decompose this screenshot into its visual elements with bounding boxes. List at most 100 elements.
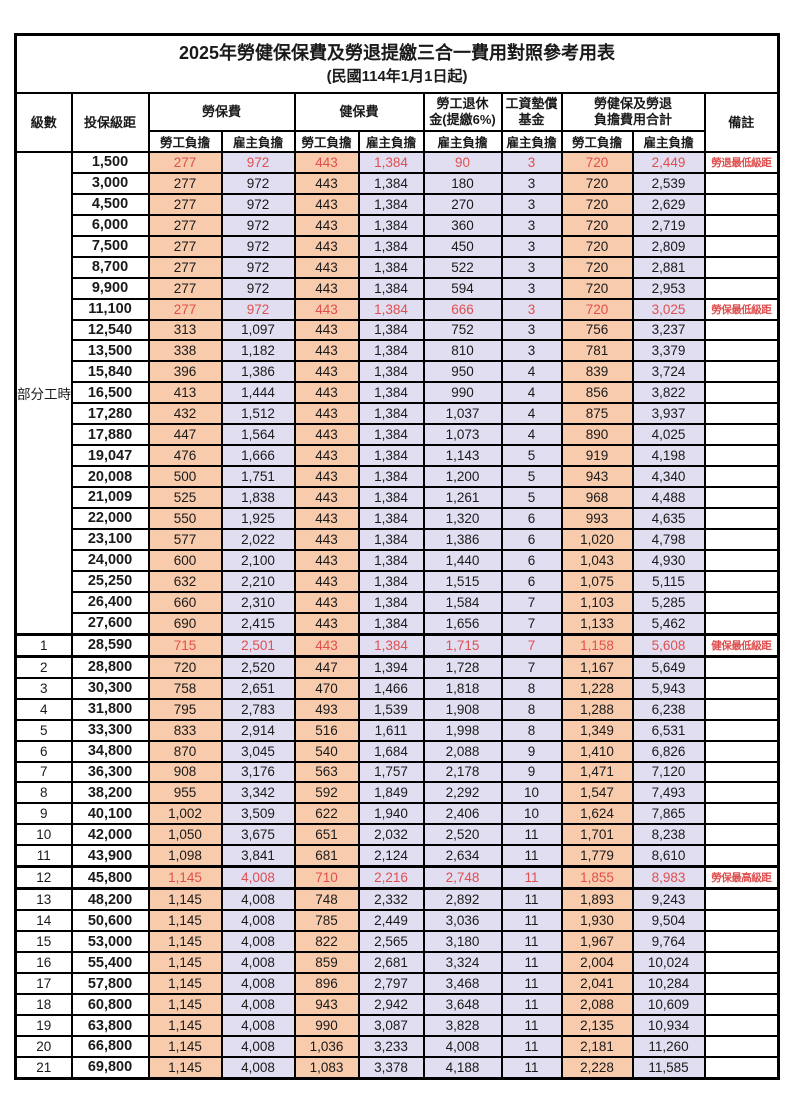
value-cell-labor-employee: 1,002 [147,802,223,826]
value-cell-labor-employer: 4,008 [220,1014,296,1037]
salary-bracket-cell: 69,800 [70,1055,150,1080]
value-cell-labor-employer: 972 [220,192,296,216]
table-row: 20,008 500 1,751 443 1,384 1,200 5 943 4,340 [16,465,780,488]
value-cell-labor-employee: 277 [147,255,223,279]
value-cell-pension-employer: 360 [422,213,503,237]
subheader-labor-employee: 勞工負擔 [147,130,223,153]
premium-reference-table: 2025年勞健保保費及勞退提繳三合一費用對照參考用表 (民國114年1月1日起)… [14,33,781,1080]
value-cell-labor-employee: 833 [147,718,223,742]
value-cell-health-employee: 443 [293,255,360,279]
value-cell-total-employee: 1,471 [560,760,634,784]
value-cell-pension-employer: 2,178 [422,760,503,784]
value-cell-health-employer: 1,757 [357,760,425,784]
value-cell-wage-fund-employer: 3 [500,255,563,279]
value-cell-wage-fund-employer: 7 [500,611,563,636]
value-cell-pension-employer: 4,188 [422,1055,503,1080]
value-cell-health-employer: 1,384 [357,213,425,237]
title-row: 2025年勞健保保費及勞退提繳三合一費用對照參考用表 (民國114年1月1日起) [14,33,780,94]
total-line1: 勞健保及勞退 [593,96,672,111]
value-cell-health-employer: 1,394 [357,655,425,679]
value-cell-pension-employer: 1,715 [422,632,503,658]
value-cell-total-employer: 2,881 [631,255,706,279]
value-cell-labor-employee: 313 [147,318,223,342]
value-cell-labor-employee: 758 [147,676,223,700]
value-cell-pension-employer: 3,648 [422,993,503,1017]
salary-bracket-cell: 43,900 [70,844,150,868]
value-cell-labor-employer: 3,509 [220,802,296,826]
remark-cell: 勞保最低級距 [703,297,780,321]
value-cell-labor-employer: 1,386 [220,360,296,384]
remark-cell [703,1035,780,1058]
value-cell-health-employer: 2,124 [357,844,425,868]
value-cell-total-employee: 720 [560,255,634,279]
level-cell: 13 [14,887,73,912]
value-cell-total-employee: 1,167 [560,655,634,679]
value-cell-pension-employer: 180 [422,171,503,195]
value-cell-wage-fund-employer: 11 [500,972,563,996]
value-cell-pension-employer: 1,440 [422,548,503,572]
table-row: 24,000 600 2,100 443 1,384 1,440 6 1,043 4,930 [16,548,780,572]
salary-bracket-cell: 11,100 [70,297,150,321]
value-cell-labor-employee: 632 [147,569,223,593]
value-cell-labor-employer: 972 [220,276,296,300]
value-cell-total-employer: 5,462 [631,611,706,636]
value-cell-pension-employer: 1,584 [422,590,503,614]
value-cell-total-employer: 3,937 [631,402,706,426]
salary-bracket-cell: 12,540 [70,318,150,342]
value-cell-health-employer: 1,384 [357,423,425,447]
value-cell-pension-employer: 1,908 [422,697,503,721]
salary-bracket-cell: 9,900 [70,276,150,300]
table-row: 14 50,600 1,145 4,008 785 2,449 3,036 11 1,930 9,… [14,909,780,933]
remark-cell [703,402,780,426]
level-cell: 11 [14,844,73,868]
value-cell-wage-fund-employer: 10 [500,781,563,805]
value-cell-health-employer: 1,384 [357,339,425,363]
value-cell-total-employee: 875 [560,402,634,426]
value-cell-health-employer: 1,384 [357,486,425,509]
value-cell-total-employer: 2,629 [631,192,706,216]
value-cell-total-employer: 2,539 [631,171,706,195]
salary-bracket-cell: 34,800 [70,739,150,763]
salary-bracket-cell: 42,000 [70,823,150,847]
value-cell-health-employee: 443 [293,632,360,658]
remark-cell [703,318,780,342]
salary-bracket-cell: 48,200 [70,887,150,912]
remark-cell [703,1014,780,1037]
table-row: 13 48,200 1,145 4,008 748 2,332 2,892 11 1,893 9,… [14,887,780,912]
level-cell: 6 [14,739,73,763]
remark-cell [703,276,780,300]
value-cell-wage-fund-employer: 11 [500,865,563,891]
value-cell-labor-employer: 2,914 [220,718,296,742]
level-cell-part-time: 部分工時 [14,150,73,636]
value-cell-health-employee: 443 [293,590,360,614]
value-cell-labor-employer: 1,512 [220,402,296,426]
value-cell-total-employer: 3,724 [631,360,706,384]
value-cell-total-employer: 2,449 [631,151,706,174]
header-row-groups: 級數 投保級距 勞保費 健保費 勞工退休 金(提繳6%) 工資墊償 基金 勞健保及勞… [14,92,780,153]
value-cell-wage-fund-employer: 9 [500,760,563,784]
table-row: 3,000 277 972 443 1,384 180 3 720 2,539 [16,171,780,195]
value-cell-health-employer: 1,684 [357,739,425,763]
value-cell-total-employer: 11,260 [631,1035,706,1058]
level-cell: 10 [14,823,73,847]
remark-cell [703,781,780,805]
value-cell-health-employee: 443 [293,339,360,363]
value-cell-health-employer: 1,384 [357,381,425,405]
value-cell-total-employee: 1,228 [560,676,634,700]
level-cell: 19 [14,1014,73,1037]
value-cell-wage-fund-employer: 11 [500,909,563,933]
value-cell-total-employer: 5,285 [631,590,706,614]
value-cell-health-employee: 443 [293,318,360,342]
remark-cell [703,234,780,258]
remark-cell [703,972,780,996]
table-row: 11 43,900 1,098 3,841 681 2,124 2,634 11 1,779 8,… [14,844,780,868]
value-cell-health-employee: 896 [293,972,360,996]
subheader-pension-employer: 雇主負擔 [422,130,503,153]
level-cell: 15 [14,930,73,954]
value-cell-total-employee: 2,228 [560,1055,634,1080]
value-cell-labor-employer: 1,925 [220,506,296,530]
table-row: 8,700 277 972 443 1,384 522 3 720 2,881 [16,255,780,279]
value-cell-health-employer: 1,384 [357,548,425,572]
remark-cell [703,213,780,237]
premium-reference-sheet: 2025年勞健保保費及勞退提繳三合一費用對照參考用表 (民國114年1月1日起)… [14,33,781,1080]
